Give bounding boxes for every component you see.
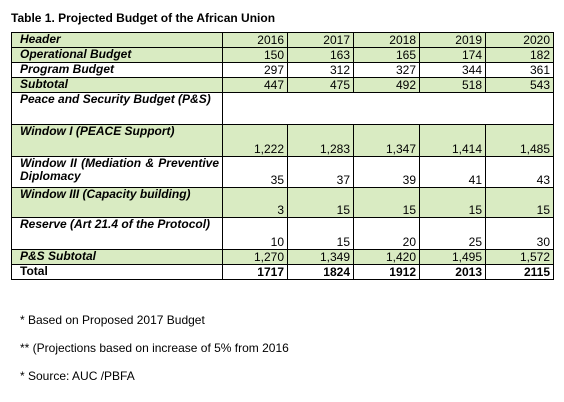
- table-cell: 15: [353, 187, 420, 218]
- table-row: P&S Subtotal 1,270 1,349 1,420 1,495 1,5…: [11, 249, 554, 265]
- table-cell: 30: [485, 217, 554, 250]
- table-row: Total 1717 1824 1912 2013 2115: [11, 264, 554, 280]
- row-label: Program Budget: [11, 62, 223, 78]
- footnote: * Based on Proposed 2017 Budget: [20, 313, 205, 327]
- table-row: Peace and Security Budget (P&S): [11, 92, 554, 125]
- table-cell: 297: [222, 62, 288, 78]
- table-row: Window III (Capacity building) 3 15 15 1…: [11, 187, 554, 218]
- table-cell: 182: [485, 47, 554, 63]
- table-caption: Table 1. Projected Budget of the African…: [11, 11, 276, 25]
- table-cell: 1,414: [419, 124, 486, 157]
- table-row: Operational Budget 150 163 165 174 182: [11, 47, 554, 63]
- row-label: Total: [11, 264, 223, 280]
- table-cell: 3: [222, 187, 288, 218]
- row-label: Peace and Security Budget (P&S): [11, 92, 223, 125]
- table-cell: 1,270: [222, 249, 288, 265]
- table-cell: 35: [222, 156, 288, 188]
- table-cell: 150: [222, 47, 288, 63]
- table-cell: 1,572: [485, 249, 554, 265]
- footnote: ** (Projections based on increase of 5% …: [20, 341, 289, 355]
- table-cell: 174: [419, 47, 486, 63]
- table-cell: 15: [287, 217, 354, 250]
- table-cell: 543: [485, 77, 554, 93]
- table-cell: 361: [485, 62, 554, 78]
- table-cell: 475: [287, 77, 354, 93]
- table-cell: 344: [419, 62, 486, 78]
- footnote: * Source: AUC /PBFA: [20, 369, 135, 383]
- table-cell: 10: [222, 217, 288, 250]
- footnotes: * Based on Proposed 2017 Budget ** (Proj…: [20, 313, 289, 397]
- table-cell-empty: [222, 92, 554, 125]
- table-cell: 1,495: [419, 249, 486, 265]
- table-cell: 15: [485, 187, 554, 218]
- table-cell: 492: [353, 77, 420, 93]
- table-cell: 1912: [353, 264, 420, 280]
- table-cell: 1,420: [353, 249, 420, 265]
- table-cell: 1,347: [353, 124, 420, 157]
- header-row: Header 2016 2017 2018 2019 2020: [11, 32, 554, 48]
- header-cell-2019: 2019: [419, 32, 486, 48]
- table-cell: 39: [353, 156, 420, 188]
- row-label: Window II (Mediation & Preventive Diplom…: [11, 156, 223, 188]
- table-cell: 2115: [485, 264, 554, 280]
- table-row: Subtotal 447 475 492 518 543: [11, 77, 554, 93]
- table-cell: 312: [287, 62, 354, 78]
- table-cell: 518: [419, 77, 486, 93]
- row-label: Reserve (Art 21.4 of the Protocol): [11, 217, 223, 250]
- table-cell: 1824: [287, 264, 354, 280]
- table-cell: 165: [353, 47, 420, 63]
- table-cell: 15: [419, 187, 486, 218]
- table-cell: 1,222: [222, 124, 288, 157]
- table-cell: 2013: [419, 264, 486, 280]
- table-row: Window II (Mediation & Preventive Diplom…: [11, 156, 554, 188]
- table-cell: 1717: [222, 264, 288, 280]
- table-cell: 43: [485, 156, 554, 188]
- table-cell: 1,485: [485, 124, 554, 157]
- table-cell: 1,283: [287, 124, 354, 157]
- table-row: Program Budget 297 312 327 344 361: [11, 62, 554, 78]
- table-cell: 41: [419, 156, 486, 188]
- table-cell: 447: [222, 77, 288, 93]
- table-cell: 37: [287, 156, 354, 188]
- table-cell: 15: [287, 187, 354, 218]
- budget-table: Header 2016 2017 2018 2019 2020 Operatio…: [11, 32, 554, 280]
- table-cell: 25: [419, 217, 486, 250]
- table-cell: 327: [353, 62, 420, 78]
- header-cell-2020: 2020: [485, 32, 554, 48]
- table-row: Window I (PEACE Support) 1,222 1,283 1,3…: [11, 124, 554, 157]
- header-cell-2017: 2017: [287, 32, 354, 48]
- table-cell: 1,349: [287, 249, 354, 265]
- header-cell-2018: 2018: [353, 32, 420, 48]
- table-row: Reserve (Art 21.4 of the Protocol) 10 15…: [11, 217, 554, 250]
- row-label: Window III (Capacity building): [11, 187, 223, 218]
- row-label: Window I (PEACE Support): [11, 124, 223, 157]
- row-label: Operational Budget: [11, 47, 223, 63]
- header-cell-2016: 2016: [222, 32, 288, 48]
- table-cell: 163: [287, 47, 354, 63]
- header-cell-label: Header: [11, 32, 223, 48]
- row-label: P&S Subtotal: [11, 249, 223, 265]
- row-label: Subtotal: [11, 77, 223, 93]
- table-cell: 20: [353, 217, 420, 250]
